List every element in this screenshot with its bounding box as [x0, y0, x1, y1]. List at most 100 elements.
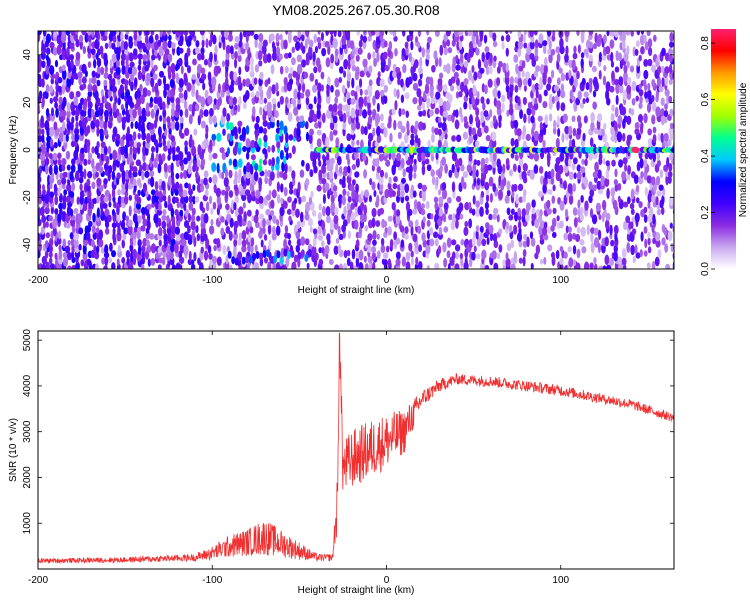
heatmap-cell	[391, 201, 396, 211]
heatmap-cell	[581, 158, 585, 165]
heatmap-cell	[70, 164, 76, 173]
heatmap-cell	[66, 251, 72, 261]
heatmap-cell	[53, 164, 59, 175]
heatmap-cell	[52, 218, 58, 229]
heatmap-cell	[250, 244, 254, 255]
heatmap-cell	[584, 200, 589, 211]
heatmap-cell	[50, 230, 54, 240]
heatmap-cell	[54, 195, 59, 206]
heatmap-cell	[630, 244, 635, 256]
heatmap-cell	[376, 102, 380, 113]
heatmap-cell	[188, 114, 193, 125]
y-tick-label: 3000	[22, 420, 33, 443]
heatmap-cell	[496, 158, 501, 169]
heatmap-cell	[427, 36, 432, 44]
heatmap-cell	[622, 89, 628, 101]
heatmap-cell	[260, 239, 264, 248]
heatmap-cell	[90, 108, 95, 118]
heatmap-cell	[556, 215, 560, 222]
heatmap-cell	[199, 201, 204, 211]
heatmap-cell	[434, 238, 439, 247]
heatmap-cell	[237, 54, 242, 63]
heatmap-cell	[190, 220, 196, 231]
heatmap-cell	[417, 151, 423, 163]
heatmap-cell	[277, 101, 281, 109]
heatmap-cell	[149, 176, 155, 188]
heatmap-cell	[451, 181, 456, 193]
heatmap-cell	[179, 209, 184, 217]
heatmap-cell	[385, 159, 391, 167]
heatmap-cell	[61, 177, 67, 185]
heatmap-cell	[383, 127, 388, 138]
heatmap-cell	[45, 261, 50, 269]
heatmap-cell	[52, 226, 57, 237]
heatmap-cell	[203, 233, 208, 242]
heatmap-cell	[492, 151, 497, 162]
heatmap-cell	[668, 78, 673, 86]
heatmap-cell	[412, 97, 418, 105]
heatmap-cell	[318, 159, 322, 167]
heatmap-cell	[258, 137, 262, 148]
heatmap-cell	[271, 156, 276, 167]
heatmap-cell	[78, 243, 82, 251]
heatmap-cell	[77, 212, 83, 224]
heatmap-cell	[103, 265, 108, 269]
heatmap-cell	[460, 81, 465, 93]
heatmap-cell	[313, 33, 318, 44]
heatmap-cell	[305, 31, 310, 38]
heatmap-cell	[225, 226, 231, 234]
heatmap-cell	[638, 201, 643, 209]
heatmap-cell	[45, 33, 52, 44]
heatmap-cell	[79, 190, 85, 198]
heatmap-cell	[233, 184, 238, 191]
heatmap-cell	[210, 218, 214, 226]
heatmap-cell	[233, 201, 237, 211]
heatmap-cell	[529, 231, 534, 239]
heatmap-cell	[276, 90, 280, 97]
heatmap-cell	[388, 40, 393, 51]
heatmap-cell	[84, 32, 89, 43]
heatmap-cell	[132, 171, 138, 178]
heatmap-cell	[418, 66, 423, 75]
heatmap-cell	[330, 84, 334, 93]
heatmap-cell	[309, 128, 315, 136]
heatmap-cell	[253, 214, 259, 224]
heatmap-cell	[247, 242, 252, 253]
heatmap-cell	[93, 58, 97, 69]
heatmap-cell	[132, 178, 137, 187]
heatmap-cell	[298, 196, 302, 205]
heatmap-cell	[437, 232, 444, 240]
heatmap-cell	[456, 134, 462, 143]
heatmap-cell	[354, 90, 358, 101]
heatmap-cell	[458, 39, 463, 50]
heatmap-cell	[144, 141, 151, 149]
heatmap-cell	[333, 190, 338, 199]
heatmap-cell	[238, 251, 243, 260]
heatmap-cell	[634, 244, 638, 255]
heatmap-cell	[468, 152, 473, 162]
heatmap-cell	[464, 220, 469, 228]
heatmap-cell	[556, 53, 561, 63]
heatmap-cell	[526, 107, 532, 116]
heatmap-cell	[404, 41, 409, 49]
heatmap-cell	[150, 243, 157, 254]
heatmap-cell	[350, 107, 356, 119]
heatmap-cell	[39, 153, 46, 162]
heatmap-cell	[513, 119, 519, 129]
heatmap-cell	[367, 255, 373, 264]
heatmap-cell	[312, 228, 318, 235]
heatmap-cell	[615, 83, 620, 95]
heatmap-cell	[258, 164, 263, 173]
heatmap-cell	[668, 127, 674, 136]
heatmap-cell	[629, 202, 635, 210]
heatmap-cell	[354, 219, 359, 230]
heatmap-cell	[252, 252, 257, 261]
heatmap-cell	[666, 156, 670, 168]
heatmap-cell	[506, 242, 512, 252]
heatmap-cell	[382, 259, 388, 267]
heatmap-cell	[523, 42, 528, 49]
heatmap-cell	[136, 196, 142, 205]
heatmap-cell	[483, 125, 489, 134]
heatmap-cell	[455, 219, 459, 229]
heatmap-cell	[546, 152, 551, 163]
